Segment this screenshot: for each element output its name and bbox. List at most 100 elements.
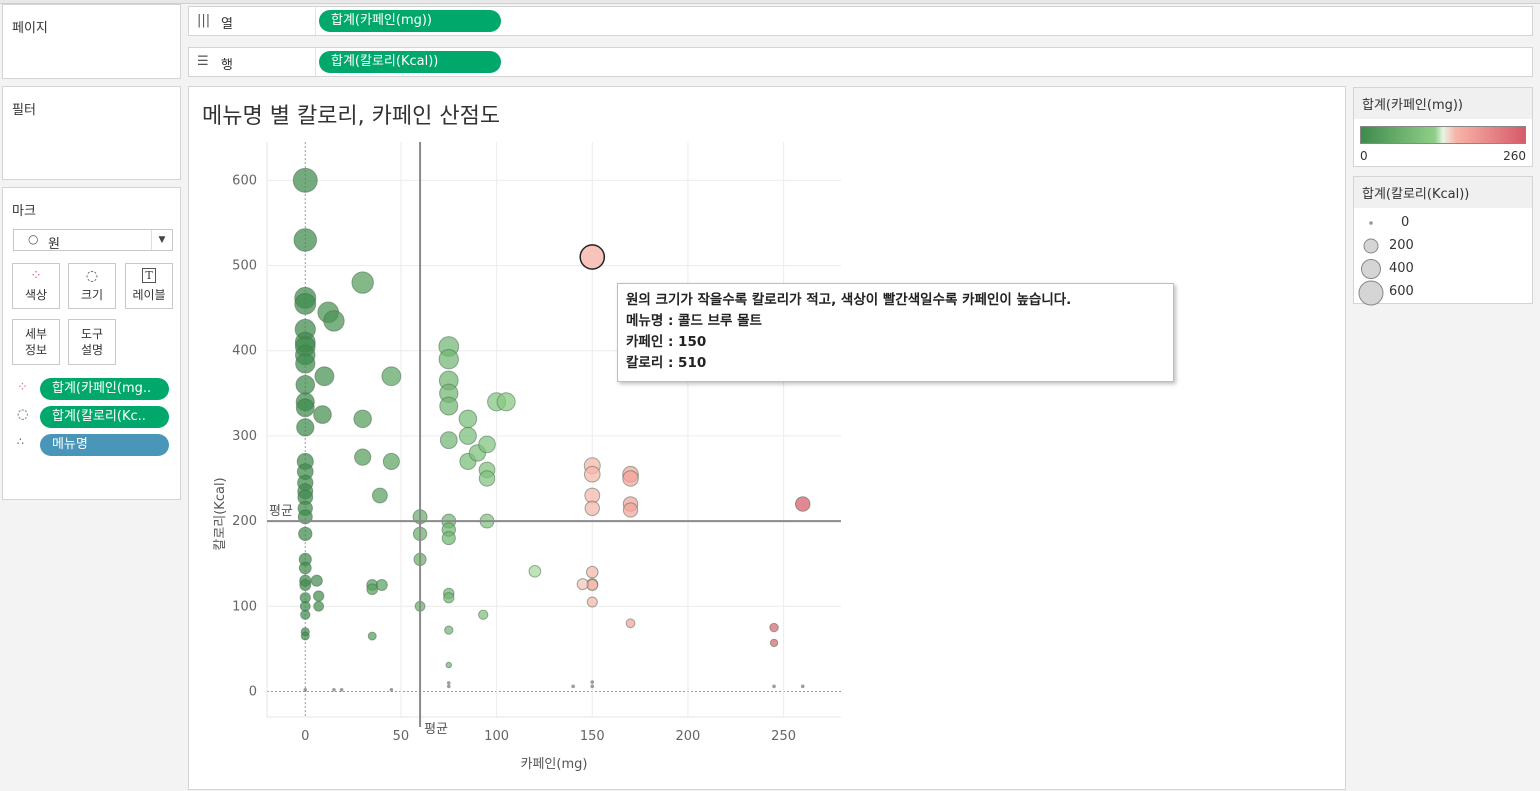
scatter-point[interactable]: [310, 574, 323, 587]
scatter-point[interactable]: [583, 465, 601, 483]
size-legend-item: 400: [1389, 261, 1414, 276]
tooltip-button[interactable]: 도구 설명: [68, 319, 116, 365]
scatter-point[interactable]: [590, 680, 595, 684]
scatter-point[interactable]: [478, 609, 489, 620]
scatter-point[interactable]: [298, 561, 312, 575]
scatter-point[interactable]: [300, 631, 310, 641]
scatter-point[interactable]: [446, 684, 451, 689]
scatter-point[interactable]: [438, 349, 459, 370]
color-field-icon: ⁘: [17, 380, 28, 395]
scatter-point[interactable]: [296, 418, 315, 437]
x-tick-label: 100: [484, 729, 509, 744]
average-label-y: 평균: [269, 504, 293, 519]
scatter-point[interactable]: [294, 292, 317, 315]
mark-type-label: 원: [48, 237, 60, 252]
scatter-point[interactable]: [458, 426, 477, 445]
scatter-point[interactable]: [313, 600, 325, 612]
shelf-divider: [315, 7, 316, 35]
scatter-point[interactable]: [295, 374, 316, 395]
scatter-point[interactable]: [478, 435, 496, 454]
scatter-point[interactable]: [772, 684, 776, 689]
scatter-point[interactable]: [622, 470, 639, 487]
scatter-point[interactable]: [314, 366, 335, 387]
scatter-point[interactable]: [769, 638, 779, 648]
label-button[interactable]: T 레이블: [125, 263, 173, 309]
color-legend[interactable]: 합계(카페인(mg)) 0 260: [1353, 87, 1533, 167]
rows-pill-calories[interactable]: 합계(칼로리(Kcal)): [319, 51, 501, 73]
scatter-point[interactable]: [367, 631, 377, 641]
scatter-point[interactable]: [478, 470, 496, 487]
highlighted-point[interactable]: [579, 244, 606, 270]
scatter-point[interactable]: [295, 398, 315, 418]
mark-type-dropdown[interactable]: ○ 원 ▼: [13, 229, 173, 252]
scatter-point[interactable]: [444, 625, 454, 635]
scatter-point[interactable]: [590, 684, 595, 689]
scatter-point[interactable]: [586, 596, 598, 608]
scatter-point[interactable]: [496, 392, 516, 412]
marks-title: 마크: [12, 204, 36, 219]
scatter-point[interactable]: [381, 366, 402, 387]
average-label-x: 평균: [424, 722, 448, 737]
y-axis-label: 칼로리(Kcal): [213, 477, 228, 550]
scatter-point[interactable]: [622, 502, 639, 518]
scatter-point[interactable]: [375, 578, 388, 591]
rows-shelf[interactable]: ☰ 행 합계(칼로리(Kcal)): [188, 47, 1533, 77]
size-legend-item: 0: [1401, 215, 1410, 230]
scatter-point[interactable]: [794, 496, 811, 512]
scatter-point[interactable]: [584, 500, 600, 516]
scatter-point[interactable]: [295, 353, 316, 374]
scatter-point[interactable]: [382, 452, 400, 470]
scatter-point[interactable]: [366, 583, 379, 596]
color-field-pill[interactable]: 합계(카페인(mg..: [40, 378, 169, 400]
color-gradient-bar[interactable]: [1360, 126, 1526, 144]
size-button[interactable]: ◌ 크기: [68, 263, 116, 309]
y-tick-label: 200: [232, 514, 257, 529]
scatter-point[interactable]: [441, 531, 456, 546]
scatter-point[interactable]: [585, 565, 599, 579]
detail-field-pill[interactable]: 메뉴명: [40, 434, 169, 456]
scatter-point[interactable]: [769, 622, 779, 633]
scatter-point[interactable]: [576, 578, 589, 591]
chevron-down-icon[interactable]: ▼: [151, 230, 172, 250]
data-points[interactable]: [292, 167, 811, 692]
x-tick-label: 150: [580, 729, 605, 744]
scatter-point[interactable]: [800, 684, 805, 689]
size-legend[interactable]: 합계(칼로리(Kcal)) 0 200 400 600: [1353, 176, 1533, 306]
scatter-point[interactable]: [528, 565, 542, 578]
color-legend-title: 합계(카페인(mg)): [1354, 88, 1532, 119]
scatter-point[interactable]: [443, 592, 455, 604]
detail-button[interactable]: 세부 정보: [12, 319, 60, 365]
scatter-point[interactable]: [313, 405, 332, 424]
scatter-point[interactable]: [351, 271, 374, 294]
size-legend-circles: [1358, 221, 1384, 306]
scatter-point[interactable]: [354, 448, 372, 466]
scatter-point[interactable]: [625, 618, 636, 629]
filters-panel[interactable]: 필터: [2, 86, 181, 180]
scatter-point[interactable]: [323, 310, 345, 332]
columns-pill-caffeine[interactable]: 합계(카페인(mg)): [319, 10, 501, 32]
scatter-point[interactable]: [446, 681, 451, 685]
scatter-point[interactable]: [371, 487, 388, 504]
scatter-point[interactable]: [312, 590, 325, 602]
scatter-point[interactable]: [445, 661, 452, 669]
scatter-point[interactable]: [299, 578, 312, 591]
scatter-point[interactable]: [292, 167, 318, 193]
scatter-point[interactable]: [389, 687, 394, 692]
scatter-point[interactable]: [339, 687, 344, 692]
x-tick-label: 200: [676, 729, 701, 744]
color-button[interactable]: ⁘ 색상: [12, 263, 60, 309]
scatter-point[interactable]: [300, 609, 311, 620]
scatter-point[interactable]: [303, 687, 308, 692]
scatter-point[interactable]: [293, 228, 318, 252]
scatter-point[interactable]: [298, 526, 313, 542]
scatter-point[interactable]: [353, 409, 372, 429]
scatter-point[interactable]: [332, 687, 336, 692]
scatter-chart[interactable]: 메뉴명 별 칼로리, 카페인 산점도 0 100 200 300 400 500 600 0 5…: [189, 87, 1345, 789]
scatter-point[interactable]: [439, 396, 459, 416]
scatter-point[interactable]: [439, 431, 458, 450]
size-field-pill[interactable]: 합계(칼로리(Kc..: [40, 406, 169, 428]
columns-shelf[interactable]: ||| 열 합계(카페인(mg)): [188, 6, 1533, 36]
scatter-point[interactable]: [458, 409, 478, 429]
axes: 0 100 200 300 400 500 600 0 50 100 150 200 250: [232, 142, 841, 744]
scatter-point[interactable]: [571, 684, 575, 689]
